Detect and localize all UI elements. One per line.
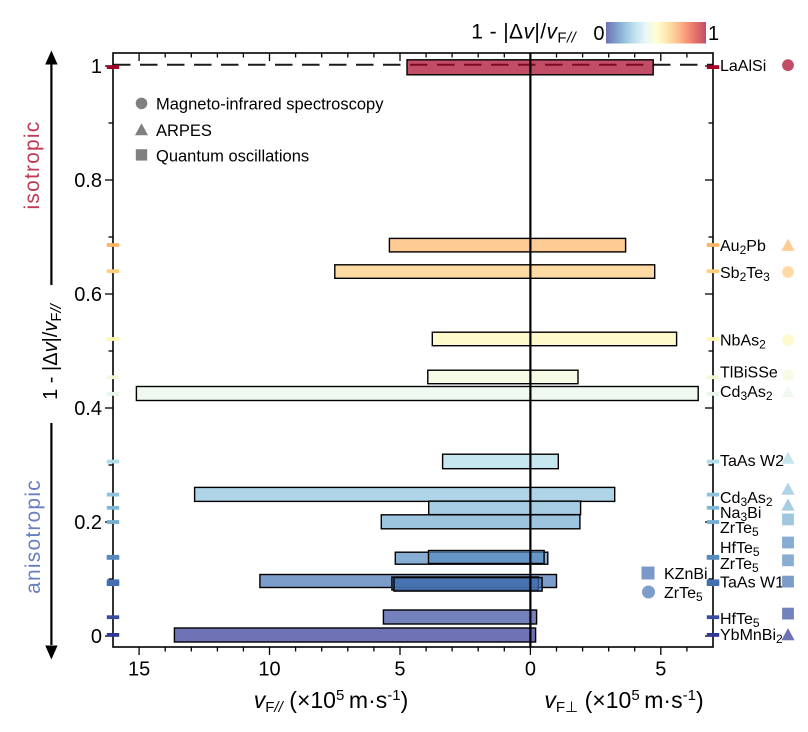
svg-text:isotropic: isotropic (21, 121, 44, 210)
svg-text:5: 5 (394, 659, 405, 681)
svg-text:NbAs2: NbAs2 (720, 333, 766, 352)
svg-text:0: 0 (525, 659, 536, 681)
svg-text:ZrTe5: ZrTe5 (664, 585, 703, 604)
svg-text:ARPES: ARPES (156, 122, 212, 140)
svg-text:1: 1 (91, 56, 102, 78)
svg-text:HfTe5: HfTe5 (720, 540, 760, 559)
svg-text:Au2Pb: Au2Pb (720, 238, 766, 257)
svg-text:ZrTe5: ZrTe5 (720, 520, 759, 539)
svg-text:15: 15 (128, 659, 150, 681)
svg-text:LaAlSi: LaAlSi (720, 58, 766, 75)
svg-text:1 - |Δv|/vF//: 1 - |Δv|/vF// (471, 21, 580, 47)
svg-text:1 - |Δv|/vF//: 1 - |Δv|/vF// (40, 302, 65, 400)
svg-text:0.4: 0.4 (74, 398, 102, 420)
svg-text:5: 5 (655, 659, 666, 681)
svg-text:TaAs W1: TaAs W1 (720, 575, 784, 592)
svg-text:YbMnBi2: YbMnBi2 (720, 627, 783, 646)
svg-text:HfTe5: HfTe5 (720, 611, 760, 630)
svg-text:TlBiSSe: TlBiSSe (720, 365, 778, 382)
svg-text:Cd3As2: Cd3As2 (720, 490, 773, 509)
svg-text:0.6: 0.6 (74, 284, 102, 306)
svg-text:Cd3As2: Cd3As2 (720, 384, 773, 403)
svg-text:10: 10 (258, 659, 280, 681)
svg-text:Quantum oscillations: Quantum oscillations (156, 147, 309, 165)
svg-text:0: 0 (91, 626, 102, 648)
svg-text:TaAs W2: TaAs W2 (720, 453, 784, 470)
svg-text:anisotropic: anisotropic (22, 479, 45, 594)
svg-text:0.8: 0.8 (74, 170, 102, 192)
svg-text:1: 1 (708, 23, 719, 45)
svg-text:ZrTe5: ZrTe5 (720, 556, 759, 575)
svg-text:Na3Bi: Na3Bi (720, 505, 761, 524)
svg-text:Magneto-infrared spectroscopy: Magneto-infrared spectroscopy (156, 95, 384, 113)
svg-text:Sb2Te3: Sb2Te3 (720, 265, 770, 284)
svg-text:0: 0 (593, 23, 604, 45)
svg-text:vF// (×105 m·s-1): vF// (×105 m·s-1) (254, 687, 409, 716)
svg-text:0.2: 0.2 (74, 512, 102, 534)
svg-text:KZnBi: KZnBi (664, 566, 708, 583)
